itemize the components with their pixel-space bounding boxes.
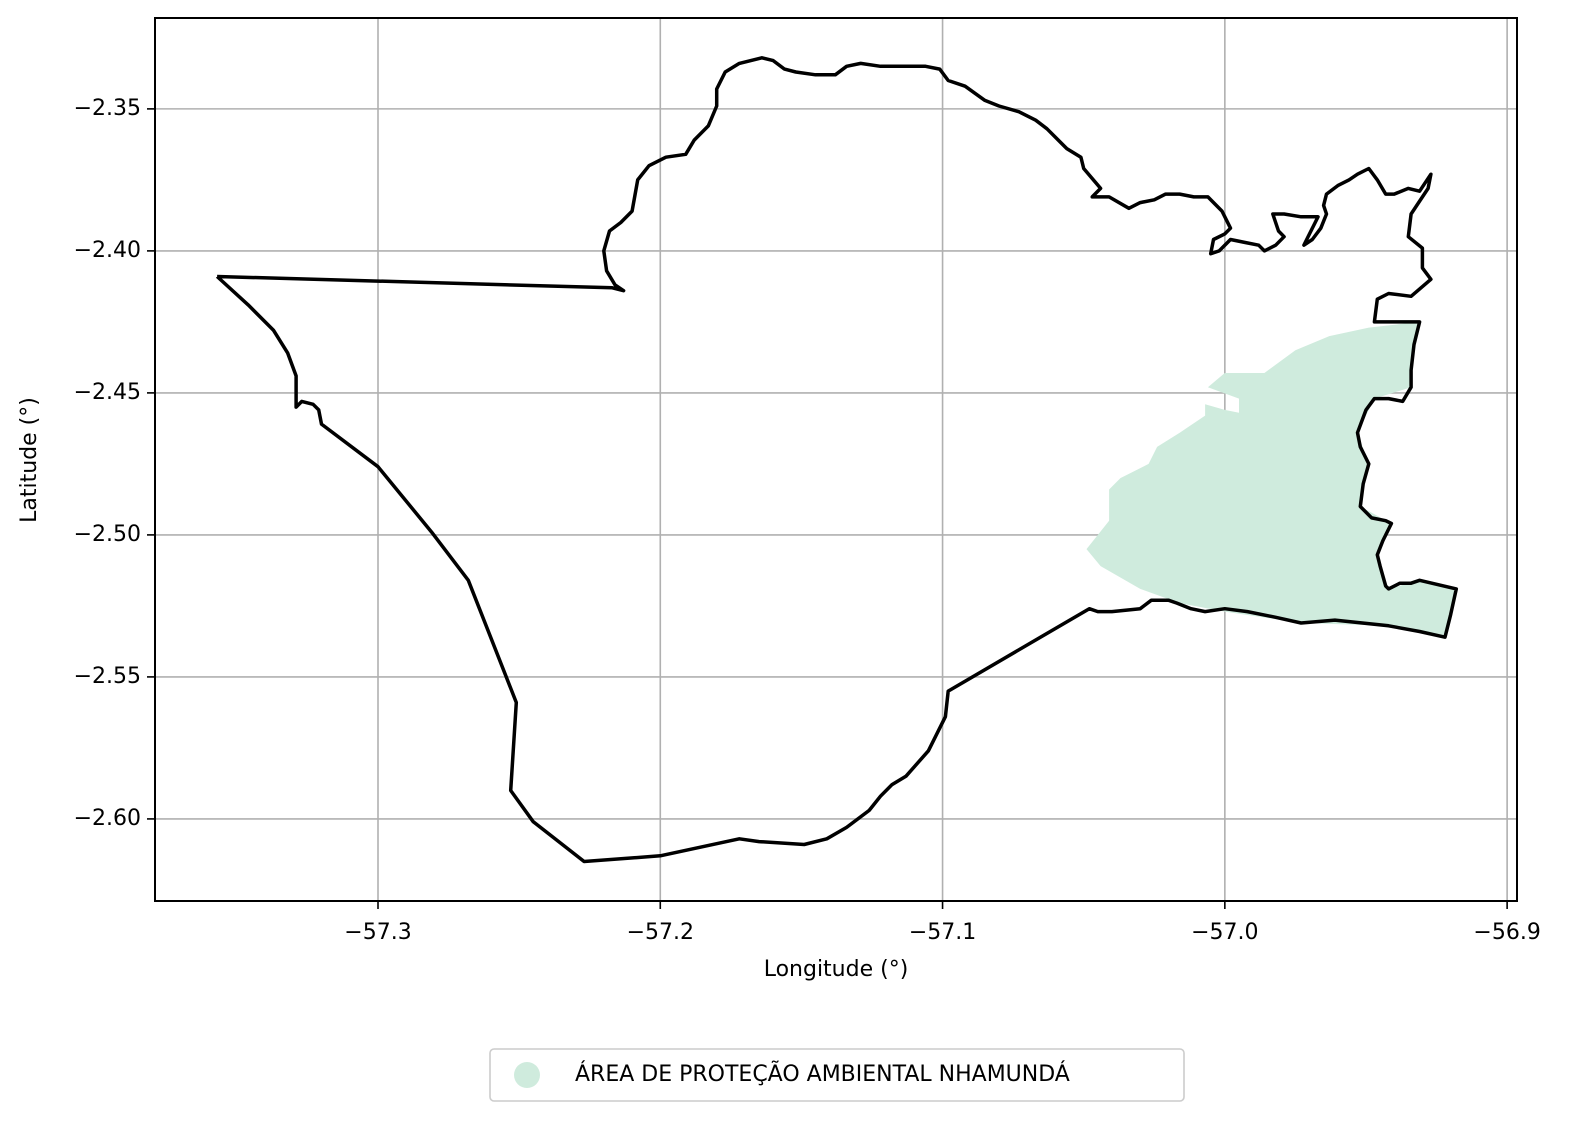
y-tick-label: −2.45 — [74, 380, 141, 405]
legend-label: ÁREA DE PROTEÇÃO AMBIENTAL NHAMUNDÁ — [575, 1060, 1070, 1087]
x-tick-label: −57.0 — [1191, 920, 1258, 945]
legend-swatch — [514, 1062, 540, 1088]
y-tick-label: −2.60 — [74, 806, 141, 831]
y-tick-label: −2.35 — [74, 96, 141, 121]
y-tick-label: −2.55 — [74, 664, 141, 689]
x-tick-label: −57.2 — [627, 920, 694, 945]
y-axis-label: Latitude (°) — [17, 397, 42, 523]
protected-area — [1086, 321, 1457, 638]
plot-frame — [154, 17, 1518, 902]
x-tick-label: −57.1 — [909, 920, 976, 945]
x-tick-label: −57.3 — [344, 920, 411, 945]
boundary — [215, 56, 1459, 864]
y-tick-label: −2.40 — [74, 238, 141, 263]
x-tick-label: −56.9 — [1473, 920, 1540, 945]
y-tick-label: −2.50 — [74, 522, 141, 547]
legend-box — [489, 1048, 1185, 1102]
x-axis-label: Longitude (°) — [764, 957, 909, 982]
